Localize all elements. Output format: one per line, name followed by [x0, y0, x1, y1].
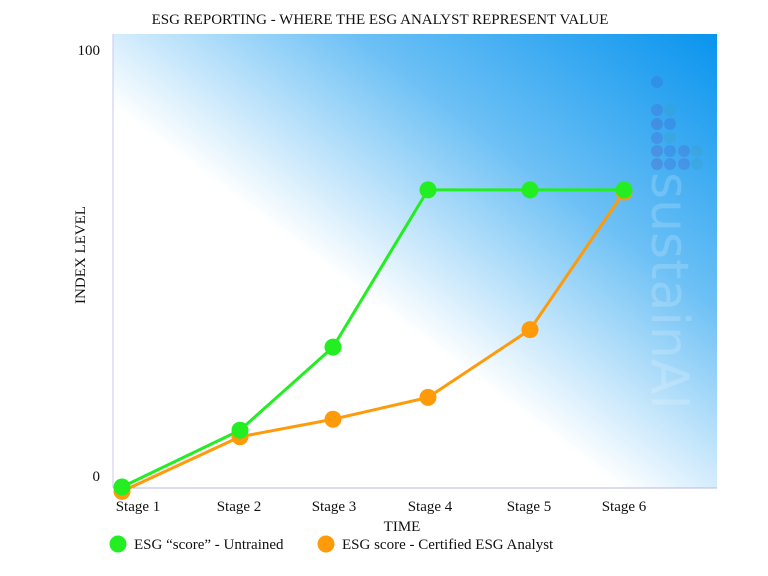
data-point [419, 388, 437, 406]
plot-area [113, 34, 717, 488]
y-axis-label: INDEX LEVEL [73, 206, 89, 304]
x-tick-label: Stage 1 [116, 499, 161, 515]
logo-dot [691, 145, 703, 157]
data-point [521, 181, 539, 199]
legend-marker [317, 535, 335, 553]
logo-dot [651, 76, 663, 88]
svg-text:sustainAI: sustainAI [639, 172, 699, 410]
x-axis-label: TIME [384, 519, 421, 535]
logo-dot [664, 158, 676, 170]
logo-dot [664, 104, 676, 116]
series-line-0 [121, 188, 624, 489]
x-tick-label: Stage 4 [408, 499, 453, 515]
data-point [231, 421, 249, 439]
logo-dot [651, 132, 663, 144]
chart-title: ESG REPORTING - WHERE THE ESG ANALYST RE… [152, 12, 609, 28]
logo-dot [678, 158, 690, 170]
logo-dot [651, 158, 663, 170]
logo-dot [651, 104, 663, 116]
logo-dot [651, 145, 663, 157]
legend-label: ESG score - Certified ESG Analyst [342, 537, 554, 553]
data-point [324, 338, 342, 356]
logo-dot [664, 118, 676, 130]
series-line-1 [121, 191, 626, 493]
x-tick-label: Stage 5 [507, 499, 552, 515]
y-tick-100: 100 [78, 43, 101, 59]
data-point [324, 410, 342, 428]
x-tick-label: Stage 3 [312, 499, 357, 515]
x-tick-label: Stage 6 [602, 499, 647, 515]
data-point [419, 181, 437, 199]
y-tick-0: 0 [93, 469, 101, 485]
logo-dot [664, 132, 676, 144]
legend-label: ESG “score” - Untrained [134, 537, 284, 553]
sustainai-logo-watermark: sustainAI [639, 76, 703, 410]
logo-dot [691, 158, 703, 170]
data-point [113, 478, 131, 496]
data-point [615, 181, 633, 199]
logo-dot [651, 118, 663, 130]
logo-dot [664, 145, 676, 157]
data-point [521, 321, 539, 339]
logo-dot [678, 145, 690, 157]
x-tick-label: Stage 2 [217, 499, 262, 515]
legend-marker [109, 535, 127, 553]
